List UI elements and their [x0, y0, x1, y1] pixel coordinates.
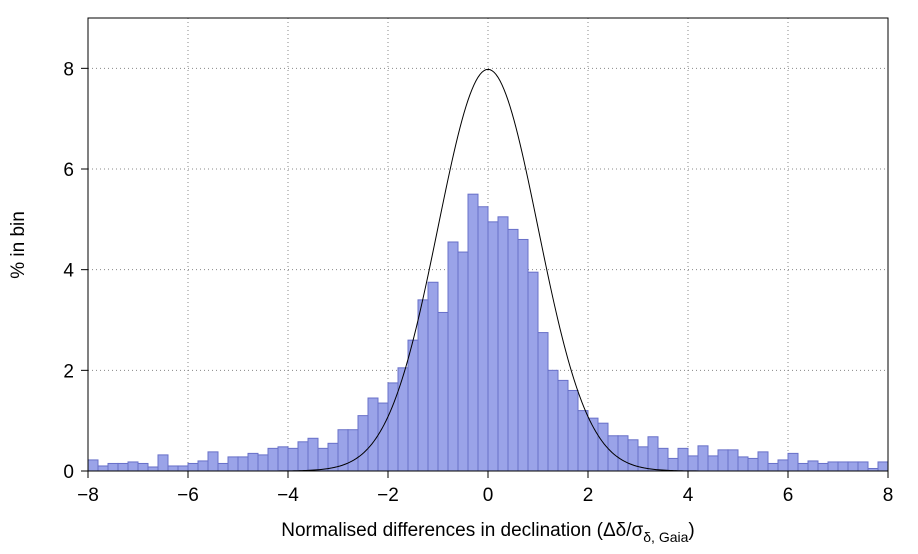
bar [177, 465, 189, 472]
x-tick-label: −6 [177, 485, 199, 506]
bar [377, 402, 389, 472]
bar [807, 460, 819, 472]
bar [127, 461, 139, 472]
x-label-main: Normalised differences in declination (Δ… [281, 520, 643, 541]
bar [777, 459, 789, 472]
bar [547, 369, 559, 472]
bar [367, 397, 379, 472]
x-label-sub: δ, Gaia [643, 529, 688, 545]
y-tick-label: 6 [63, 160, 74, 181]
bar [727, 449, 739, 472]
bar [147, 466, 159, 472]
bar [797, 462, 809, 472]
x-tick-label: −8 [77, 485, 99, 506]
y-tick-label: 8 [63, 59, 74, 80]
bar [227, 456, 239, 472]
y-tick-label: 4 [63, 261, 74, 282]
bar [467, 193, 479, 472]
bar [267, 447, 279, 472]
x-tick-label: −2 [377, 485, 399, 506]
bar [167, 465, 179, 472]
bar [857, 461, 869, 472]
x-tick-label: −4 [277, 485, 299, 506]
bar [767, 462, 779, 472]
bar [297, 441, 309, 472]
bar [537, 332, 549, 472]
bar [667, 457, 679, 472]
x-tick-label: 0 [483, 485, 494, 506]
bar [347, 429, 359, 472]
bar [687, 455, 699, 472]
bar [397, 367, 409, 472]
bar [747, 457, 759, 472]
bar [437, 311, 449, 472]
x-axis-label: Normalised differences in declination (Δ… [281, 520, 695, 545]
bar [617, 435, 629, 472]
bar [207, 451, 219, 472]
bar [417, 299, 429, 472]
bar [497, 216, 509, 472]
bar [837, 461, 849, 472]
bar [847, 461, 859, 472]
bar [277, 446, 289, 472]
plot-frame [87, 17, 889, 472]
bar [137, 462, 149, 472]
bar [257, 454, 269, 472]
bar [477, 206, 489, 472]
bar [87, 459, 99, 472]
bar [697, 445, 709, 472]
bar [757, 451, 769, 472]
bar [407, 339, 419, 472]
bar [247, 452, 259, 472]
bar [107, 462, 119, 472]
bar [197, 460, 209, 472]
bar [427, 281, 439, 472]
bar [737, 456, 749, 472]
bar [877, 461, 889, 472]
y-tick-label: 2 [63, 361, 74, 382]
bar [817, 462, 829, 472]
bar [217, 462, 229, 472]
bar [677, 447, 689, 472]
bar [507, 228, 519, 472]
y-tick-label: 0 [63, 462, 74, 483]
bar [487, 221, 499, 472]
x-tick-label: 6 [783, 485, 794, 506]
bar [187, 462, 199, 472]
bar [557, 379, 569, 472]
bar [707, 455, 719, 472]
bar [357, 415, 369, 472]
x-tick-label: 8 [883, 485, 894, 506]
bar [577, 410, 589, 472]
x-tick-label: 4 [683, 485, 694, 506]
bar [287, 447, 299, 472]
bar [787, 452, 799, 472]
x-label-end: ) [688, 520, 694, 541]
bar [517, 238, 529, 472]
bar [457, 251, 469, 472]
bar [317, 447, 329, 472]
x-tick-label: 2 [583, 485, 594, 506]
bar [97, 465, 109, 472]
bar [237, 456, 249, 472]
bar [647, 436, 659, 472]
bar [827, 461, 839, 472]
bar [447, 241, 459, 472]
bar [567, 389, 579, 472]
bar [717, 449, 729, 472]
bar [657, 447, 669, 472]
bar [527, 271, 539, 472]
bar [117, 462, 129, 472]
bar [157, 454, 169, 472]
bar [307, 437, 319, 472]
y-axis-label: % in bin [8, 211, 29, 279]
